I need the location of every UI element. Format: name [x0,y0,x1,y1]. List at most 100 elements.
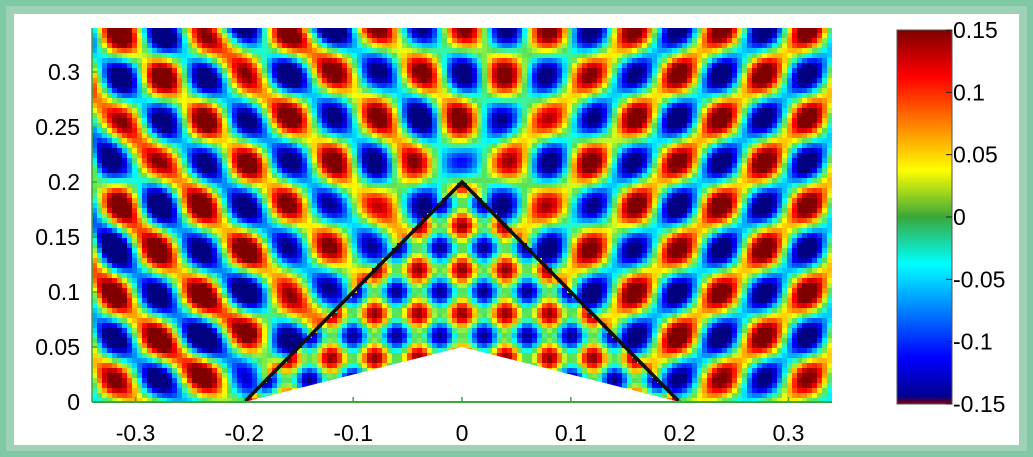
heat-cell [662,173,668,179]
heat-cell [142,103,148,109]
heat-cell [692,48,698,54]
heat-cell [697,173,703,179]
heat-cell [227,153,233,159]
heat-cell [532,118,538,124]
heat-cell [112,108,118,114]
heat-cell [712,173,718,179]
heat-cell [602,63,608,69]
heat-cell [582,178,588,184]
heat-cell [337,183,343,189]
heat-cell [542,88,548,94]
heat-cell [532,88,538,94]
heat-cell [517,158,523,164]
heat-cell [152,133,158,139]
heat-cell [442,43,448,49]
heat-cell [232,138,238,144]
heat-cell [272,73,278,79]
heat-cell [527,33,533,39]
heat-cell [257,98,263,104]
heat-cell [507,153,513,159]
heat-cell [417,128,423,134]
heat-cell [422,93,428,99]
heat-cell [762,143,768,149]
heat-cell [737,108,743,114]
heat-cell [582,153,588,159]
heat-cell [772,128,778,134]
heat-cell [557,118,563,124]
heat-cell [397,78,403,84]
heat-cell [627,118,633,124]
heat-cell [437,43,443,49]
heat-cell [367,108,373,114]
heat-cell [207,58,213,64]
heat-cell [487,163,493,169]
heat-cell [417,168,423,174]
heat-cell [292,53,298,59]
heat-cell [342,143,348,149]
heat-cell [137,78,143,84]
heat-cell [477,88,483,94]
heat-cell [742,88,748,94]
heat-cell [512,183,518,189]
heat-cell [767,128,773,134]
heat-cell [617,98,623,104]
heat-cell [692,33,698,39]
heat-cell [312,123,318,129]
heat-cell [577,68,583,74]
heat-cell [312,133,318,139]
heat-cell [742,73,748,79]
heat-cell [217,38,223,44]
heat-cell [502,98,508,104]
heat-cell [542,53,548,59]
heat-cell [392,58,398,64]
heat-cell [407,148,413,154]
heat-cell [362,68,368,74]
heat-cell [522,73,528,79]
heat-cell [507,63,513,69]
heat-cell [822,133,828,139]
heat-cell [162,153,168,159]
heat-cell [457,158,463,164]
heat-cell [382,153,388,159]
heat-cell [297,168,303,174]
heat-cell [397,168,403,174]
heat-cell [92,133,98,139]
heat-cell [667,173,673,179]
heat-cell [197,193,203,199]
heat-cell [237,153,243,159]
heat-cell [597,143,603,149]
heat-cell [102,48,108,54]
heat-cell [262,128,268,134]
heat-cell [297,173,303,179]
heat-cell [262,38,268,44]
heat-cell [377,123,383,129]
heat-cell [552,153,558,159]
heat-cell [122,133,128,139]
heat-cell [342,33,348,39]
heat-cell [272,78,278,84]
heat-cell [307,48,313,54]
heat-cell [337,178,343,184]
heat-cell [142,138,148,144]
heat-cell [542,78,548,84]
heat-cell [372,133,378,139]
heat-cell [142,28,148,34]
heat-cell [112,43,118,49]
heat-cell [642,133,648,139]
heat-cell [762,138,768,144]
heat-cell [672,158,678,164]
heat-cell [802,128,808,134]
heat-cell [522,143,528,149]
heat-cell [732,28,738,34]
heat-cell [667,68,673,74]
heat-cell [282,43,288,49]
heat-cell [557,148,563,154]
heat-cell [357,138,363,144]
heat-cell [547,148,553,154]
heat-cell [307,173,313,179]
heat-cell [392,143,398,149]
heat-cell [252,168,258,174]
heat-cell [302,68,308,74]
heat-cell [312,113,318,119]
heat-cell [307,133,313,139]
